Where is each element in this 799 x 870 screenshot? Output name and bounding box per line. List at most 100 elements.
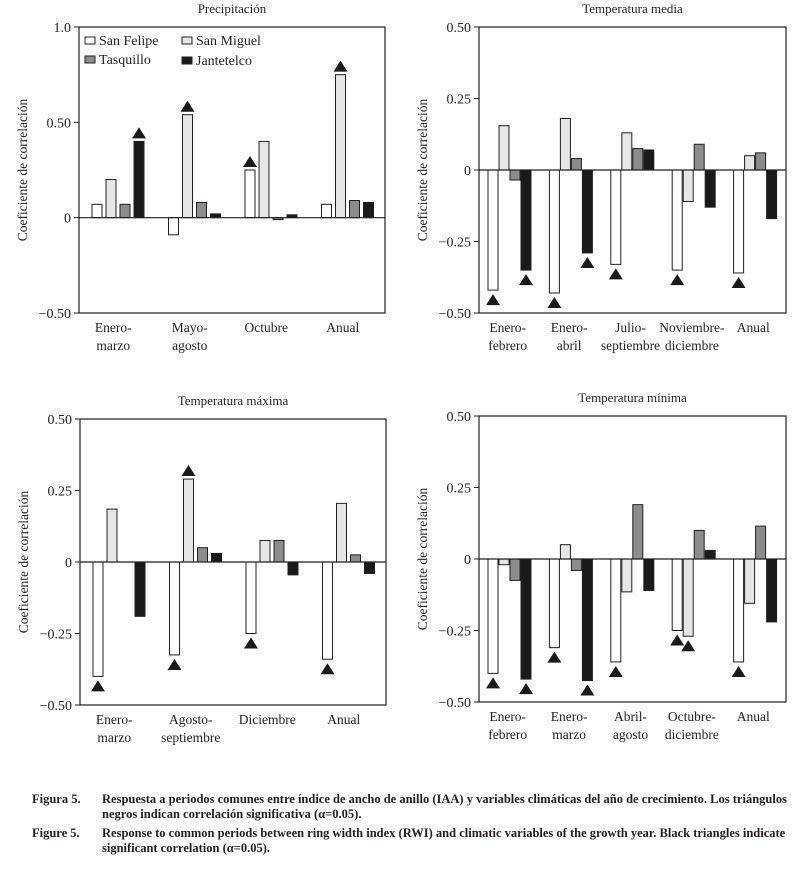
caption-english-text: Response to common periods between ring … xyxy=(102,826,786,855)
legend-label: Tasquillo xyxy=(99,53,151,68)
bar-san-miguel xyxy=(498,125,510,171)
legend-swatch xyxy=(84,55,96,64)
x-tick-label: Anual xyxy=(326,320,359,335)
x-tick-label: Enero- xyxy=(551,320,588,335)
bar-tasquillo xyxy=(509,169,521,181)
x-tick-label: Octubre xyxy=(245,320,288,335)
bar-san-miguel xyxy=(182,114,193,219)
significance-triangle-icon xyxy=(670,634,685,646)
bar-san-miguel xyxy=(744,558,756,604)
y-tick-label: 0.50 xyxy=(447,410,472,425)
y-tick-label: 0.25 xyxy=(447,482,472,497)
significance-triangle-icon xyxy=(580,256,595,268)
x-tick-label: Julio- xyxy=(615,320,646,335)
chart-title: Temperatura media xyxy=(582,1,683,16)
bar-jantetelco xyxy=(134,561,146,617)
y-axis-title: Coeficiente de correlación xyxy=(415,488,430,631)
significance-triangle-icon xyxy=(320,663,335,675)
y-tick-label: 0 xyxy=(65,556,72,571)
bar-san-felipe xyxy=(92,561,104,677)
bar-tasquillo xyxy=(509,558,521,581)
x-tick-label: Anual xyxy=(737,320,770,335)
x-tick-label: marzo xyxy=(96,338,130,353)
y-tick-label: −0.50 xyxy=(439,307,471,322)
bar-tasquillo xyxy=(119,203,131,219)
significance-triangle-icon xyxy=(580,684,595,696)
x-tick-label: marzo xyxy=(97,730,131,745)
bar-tasquillo xyxy=(196,201,207,219)
x-tick-label: Enero- xyxy=(95,320,132,335)
y-tick-label: −0.25 xyxy=(439,625,471,640)
significance-triangle-icon xyxy=(244,637,258,649)
y-tick-label: 1.0 xyxy=(54,21,72,36)
significance-triangle-icon xyxy=(486,294,500,306)
legend-label: Jantetelco xyxy=(196,54,252,69)
bar-san-miguel xyxy=(682,558,694,637)
y-tick-label: −0.50 xyxy=(40,699,72,714)
bar-san-felipe xyxy=(733,169,745,274)
y-axis-title: Coeficiente de correlación xyxy=(415,99,430,242)
x-tick-label: Diciembre xyxy=(239,712,296,727)
bar-jantetelco xyxy=(520,169,532,271)
legend-label: San Felipe xyxy=(99,34,159,49)
chart-title: Temperatura máxima xyxy=(178,393,289,408)
x-tick-label: Agosto- xyxy=(169,712,213,727)
bar-san-felipe xyxy=(321,203,332,219)
y-tick-label: −0.50 xyxy=(39,307,71,322)
legend-swatch xyxy=(181,36,193,45)
bar-san-felipe xyxy=(91,203,103,219)
x-tick-label: Enero- xyxy=(489,320,526,335)
significance-triangle-icon xyxy=(731,276,746,288)
significance-triangle-icon xyxy=(486,677,500,689)
y-tick-label: −0.50 xyxy=(439,696,471,711)
bar-san-miguel xyxy=(106,508,118,563)
x-tick-label: septiembre xyxy=(161,730,220,745)
legend-swatch xyxy=(181,56,193,65)
caption-english-label: Figure 5. xyxy=(32,826,80,840)
significance-triangle-icon xyxy=(91,680,105,692)
bar-jantetelco xyxy=(704,549,716,560)
bar-jantetelco xyxy=(581,558,593,682)
bar-san-felipe xyxy=(244,169,256,219)
bar-jantetelco xyxy=(704,169,716,208)
bar-tasquillo xyxy=(755,152,767,171)
significance-triangle-icon xyxy=(180,100,195,112)
y-tick-label: −0.25 xyxy=(439,236,471,251)
bar-jantetelco xyxy=(520,558,532,680)
bar-san-felipe xyxy=(610,169,622,265)
y-tick-label: 0.25 xyxy=(447,93,472,108)
significance-triangle-icon xyxy=(519,274,533,286)
bar-san-felipe xyxy=(169,561,180,656)
y-tick-label: 0.25 xyxy=(48,485,73,500)
bar-san-felipe xyxy=(671,558,683,631)
significance-triangle-icon xyxy=(333,60,348,72)
bar-jantetelco xyxy=(643,149,655,171)
bar-jantetelco xyxy=(766,169,778,220)
bar-jantetelco xyxy=(643,558,655,591)
bar-san-miguel xyxy=(183,478,194,563)
bar-san-miguel xyxy=(682,169,694,202)
bar-san-miguel xyxy=(498,558,510,566)
x-tick-label: septiembre xyxy=(601,338,660,353)
x-tick-label: abril xyxy=(557,338,582,353)
significance-triangle-icon xyxy=(243,156,257,167)
bar-san-felipe xyxy=(733,558,745,663)
significance-triangle-icon xyxy=(132,127,146,139)
plot-frame xyxy=(78,26,386,314)
y-tick-label: 0.50 xyxy=(47,116,72,131)
significance-triangle-icon xyxy=(519,683,533,695)
bar-jantetelco xyxy=(766,558,778,623)
x-tick-label: Octubre- xyxy=(668,709,716,724)
significance-triangle-icon xyxy=(547,296,562,308)
bar-san-felipe xyxy=(487,169,499,291)
bar-tasquillo xyxy=(197,547,208,563)
bar-san-miguel xyxy=(258,140,270,219)
bar-san-miguel xyxy=(559,118,571,171)
bar-san-miguel xyxy=(621,132,633,171)
bar-san-felipe xyxy=(548,169,560,294)
y-tick-label: 0 xyxy=(64,212,71,227)
bar-tasquillo xyxy=(570,558,582,571)
bar-tasquillo xyxy=(693,529,705,560)
significance-triangle-icon xyxy=(608,665,623,677)
